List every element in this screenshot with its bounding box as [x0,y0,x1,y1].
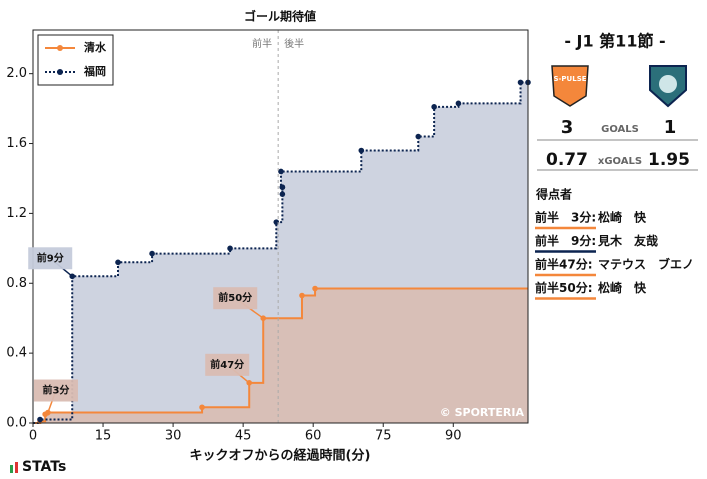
scorer-time: 前半 3分: [535,210,596,225]
xg-label: xGOALS [598,156,642,167]
legend-dot [57,45,63,51]
scorer-player: マテウス ブエノ [598,257,694,272]
y-tick-label: 1.2 [6,206,27,221]
annotation-box [28,247,73,270]
legend-dot [57,69,63,75]
halftime-left: 前半 [252,37,272,50]
x-tick-label: 60 [305,429,322,444]
round: - J1 第11節 - [564,32,665,51]
point [115,259,121,266]
annotation-text: 前47分 [210,358,244,371]
y-tick-label: 0.4 [6,346,27,361]
area [33,288,528,423]
chart-title: ゴール期待値 [244,9,316,24]
point [199,404,205,411]
y-tick-label: 0.8 [6,276,27,291]
y-tick-label: 1.6 [6,136,27,151]
brand: STATs [22,459,66,475]
point [45,409,51,416]
scorer-time: 前半50分: [535,280,593,295]
point [312,285,318,292]
x-tick-label: 90 [445,429,462,444]
x-tick-label: 45 [235,429,252,444]
legend-box [37,34,114,86]
annotation-text: 前50分 [218,291,252,304]
point [517,79,524,86]
away-xg: 1.95 [648,150,690,170]
away-goals: 1 [664,117,677,138]
home-logo-text: S-PULSE [553,75,586,83]
point [455,100,462,107]
home-logo: S-PULSE [551,65,589,107]
plot-frame [32,29,529,424]
brand-logo: STATs [10,459,66,475]
annotation-box [205,353,250,376]
x-tick-label: 30 [165,429,182,444]
match-panel: - J1 第11節 - S-PULSE 3 GOALS 1 0.77 xGOAL… [535,32,698,300]
away-logo [649,65,687,108]
y-tick-label: 0.0 [6,416,27,431]
step-line [33,81,528,424]
annotation-text: 前3分 [42,384,69,397]
scorer-time: 前半 9分: [535,233,596,248]
x-tick-label: 0 [29,429,37,444]
annotation-box [213,287,258,310]
y-tick-label: 2.0 [6,66,27,81]
point [279,191,286,197]
point [37,416,43,423]
point [299,292,305,299]
point [358,147,365,154]
halftime-right: 後半 [284,37,304,50]
point [279,184,286,190]
scorer-player: 松崎 快 [598,210,647,225]
point [227,245,233,252]
scorer-time: 前半47分: [535,257,593,272]
scorer-player: 見木 友哉 [597,233,658,248]
scorers-title: 得点者 [535,187,572,202]
home-xg: 0.77 [546,150,588,170]
annotation-text: 前9分 [37,251,64,264]
x-tick-label: 15 [95,429,112,444]
scorer-player: 松崎 快 [598,280,647,295]
x-tick-label: 75 [375,429,392,444]
goals-label: GOALS [601,124,639,135]
legend-label: 福岡 [83,64,106,78]
plot: 前半 後半 0.0 0.4 0.8 1.2 1.6 2.0 0 15 30 45 60 75 90 前3分 前9… [6,29,531,444]
point [278,168,284,175]
point [149,250,155,257]
legend-label: 清水 [84,40,107,54]
point [415,133,422,140]
point [431,104,437,110]
x-axis-label: キックオフからの経過時間(分) [190,448,371,464]
watermark: © SPORTERIA [440,406,525,419]
home-goals: 3 [561,117,574,138]
annotation-box [33,379,78,402]
